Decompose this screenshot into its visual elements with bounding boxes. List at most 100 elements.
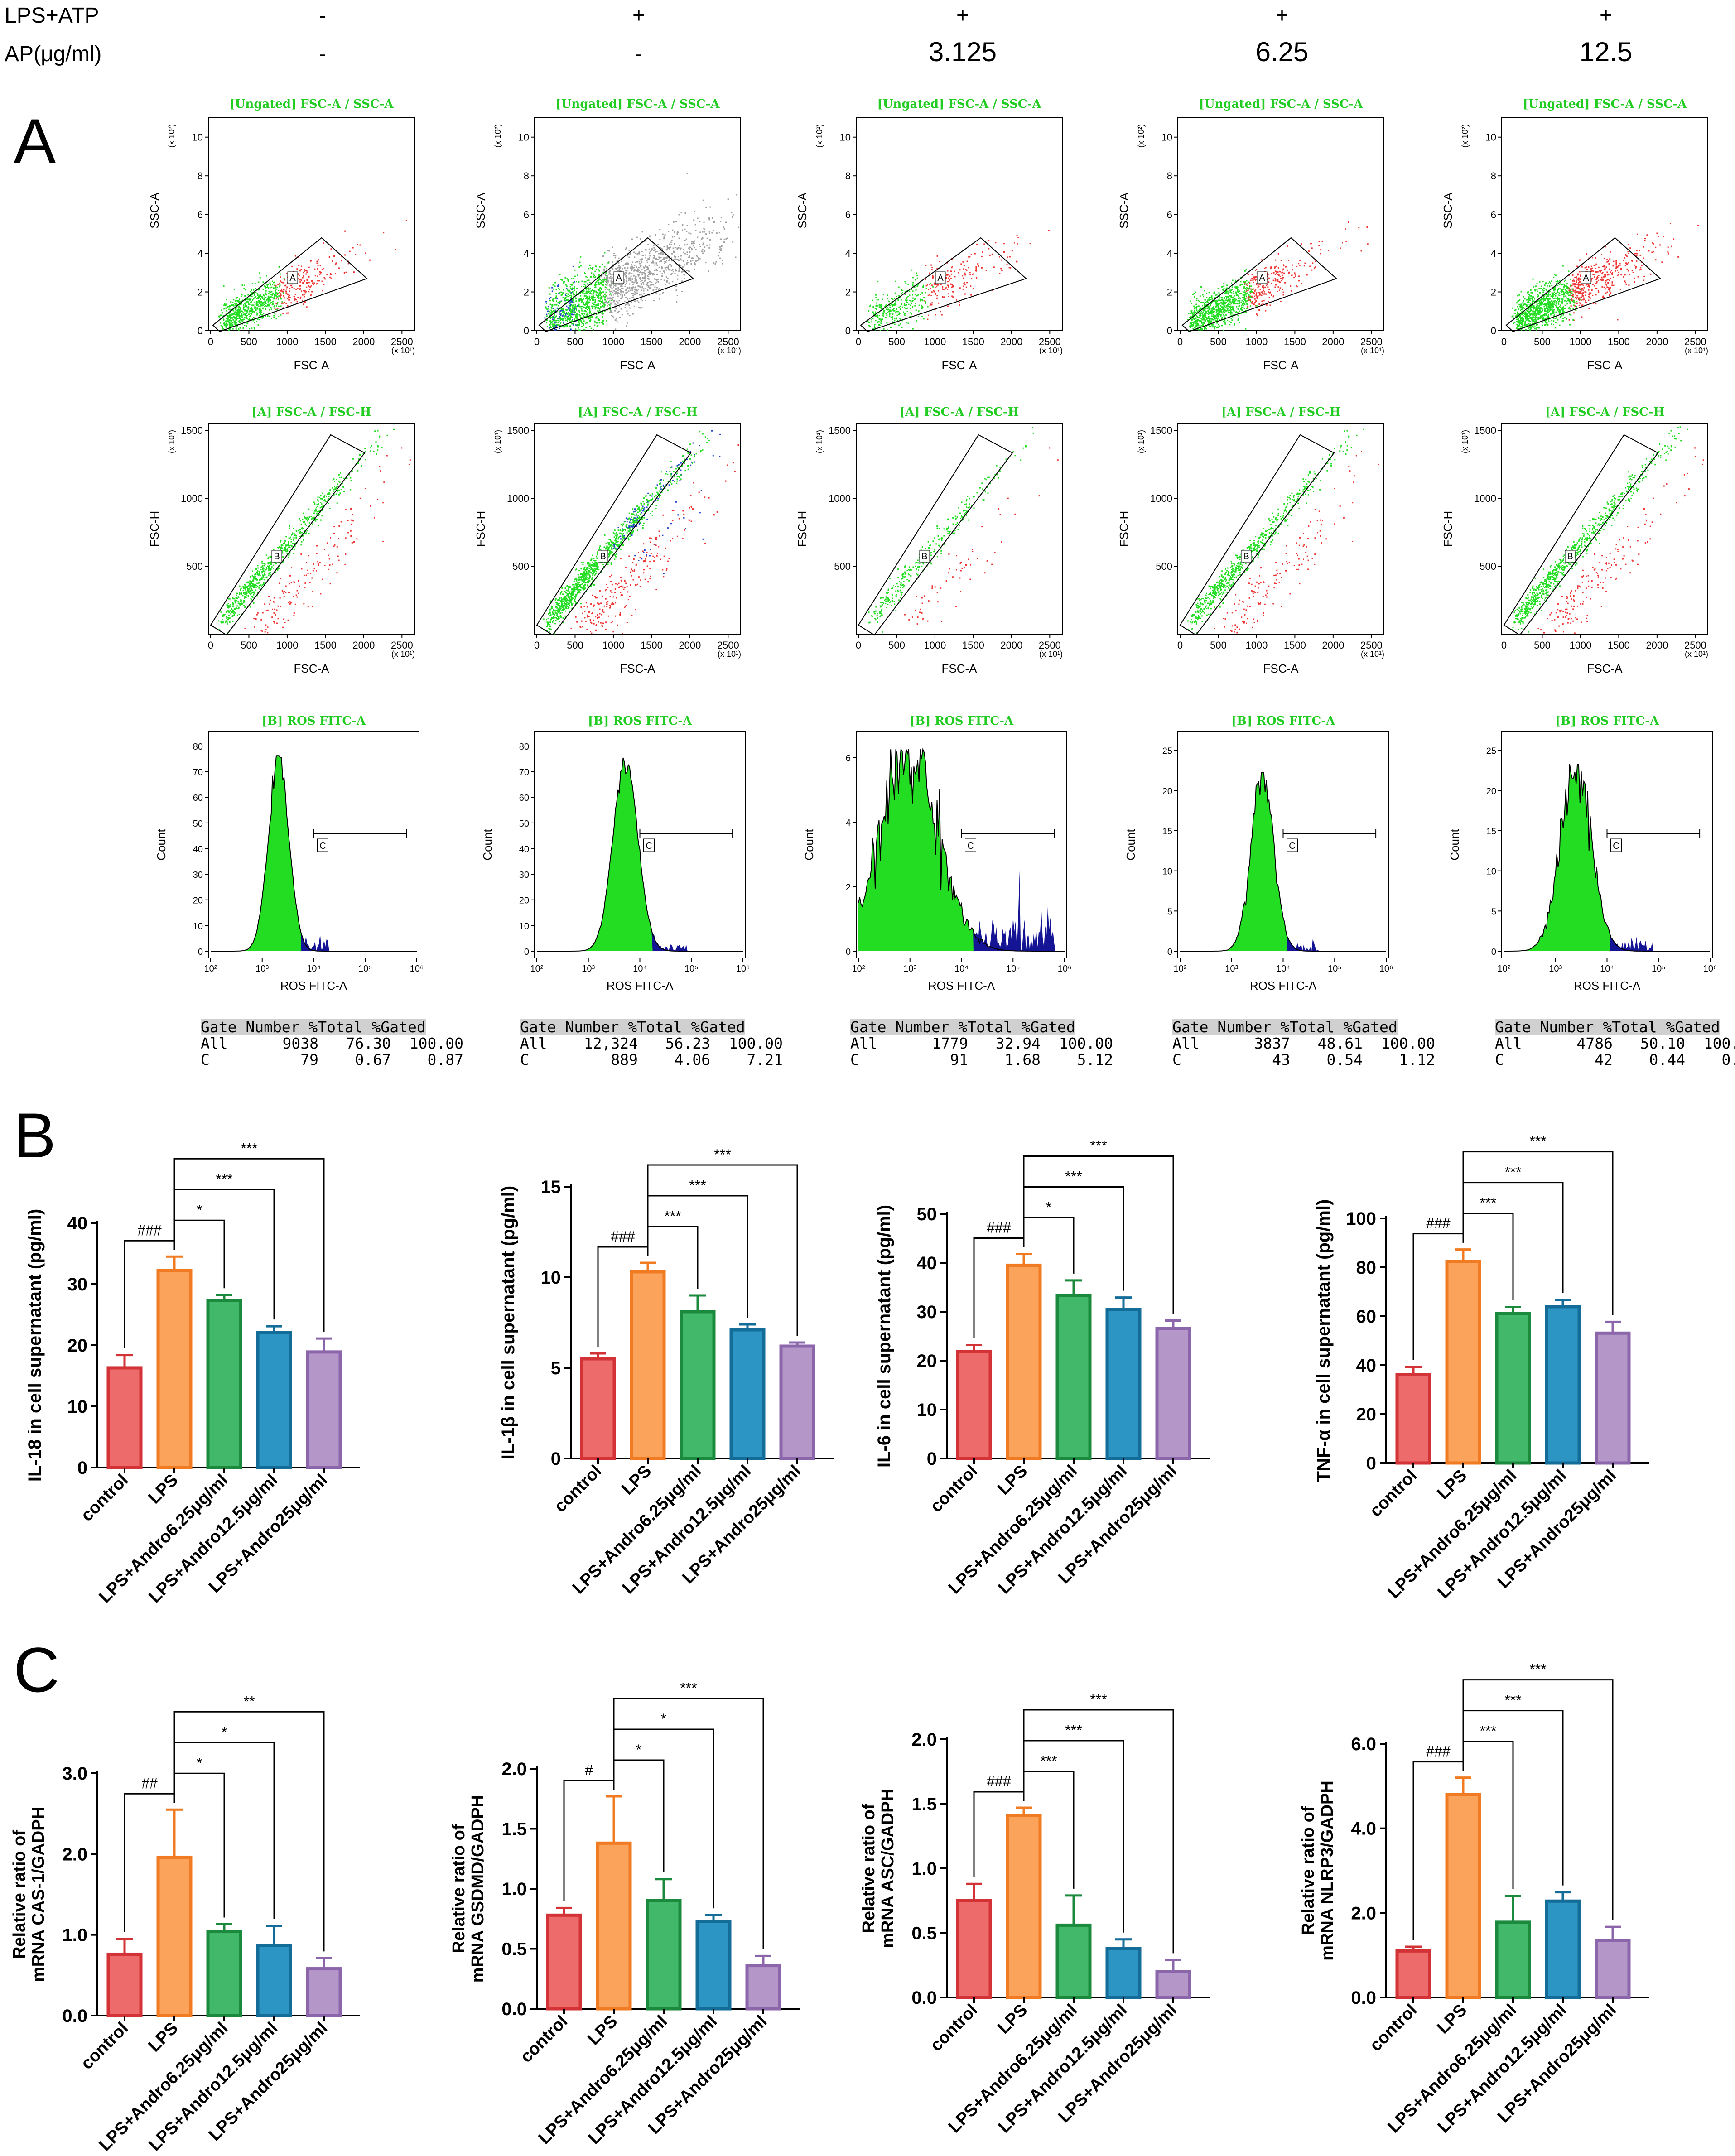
scatter-point: [925, 292, 926, 293]
scatter-point: [666, 249, 667, 250]
scatter-point: [666, 269, 667, 270]
scatter-point: [872, 318, 873, 319]
scatter-point: [1224, 312, 1225, 313]
scatter-point: [591, 306, 592, 307]
scatter-point: [908, 304, 910, 305]
scatter-point: [669, 269, 670, 270]
scatter-point: [697, 218, 699, 219]
scatter-point: [892, 313, 893, 315]
scatter-point: [1017, 243, 1018, 245]
scatter-point: [622, 314, 623, 315]
scatter-point: [576, 298, 577, 299]
scatter-point: [276, 297, 278, 298]
scatter-point: [263, 294, 264, 296]
scatter-point: [1254, 302, 1256, 303]
scatter-point: [560, 319, 561, 321]
scatter-point: [571, 301, 573, 303]
scatter-point: [1221, 286, 1223, 288]
scatter-point: [604, 304, 605, 305]
scatter-point: [263, 313, 264, 314]
scatter-point: [574, 310, 575, 311]
scatter-point: [1269, 292, 1271, 294]
scatter-point: [720, 221, 721, 222]
scatter-point: [305, 292, 306, 293]
scatter-point: [1016, 261, 1017, 262]
scatter-point: [231, 317, 233, 318]
scatter-point: [1299, 265, 1301, 266]
scatter-point: [691, 248, 692, 249]
scatter-point: [565, 277, 566, 279]
scatter-point: [297, 288, 299, 289]
scatter-point: [1245, 328, 1246, 330]
scatter-point: [628, 257, 630, 258]
scatter-point: [595, 276, 596, 278]
scatter-point: [227, 324, 228, 326]
scatter-point: [887, 298, 888, 299]
scatter-point: [230, 301, 231, 303]
scatter-point: [1219, 326, 1220, 327]
scatter-point: [1223, 301, 1224, 302]
scatter-point: [1202, 294, 1204, 295]
scatter-point: [645, 265, 646, 267]
scatter-point: [638, 302, 639, 303]
scatter-point: [1048, 230, 1050, 231]
y-tick-label: 10: [1161, 132, 1172, 143]
scatter-point: [599, 300, 601, 302]
scatter-point: [1211, 297, 1213, 298]
scatter-point: [594, 284, 596, 286]
scatter-point: [1266, 304, 1268, 306]
scatter-point: [264, 304, 265, 305]
scatter-point: [971, 278, 972, 279]
scatter-point: [1195, 321, 1196, 322]
scatter-point: [1231, 319, 1233, 321]
scatter-point: [901, 293, 902, 294]
scatter-point: [312, 282, 313, 284]
scatter-point: [276, 287, 278, 288]
scatter-point: [602, 255, 604, 257]
scatter-point: [599, 266, 601, 268]
scatter-point: [606, 302, 607, 303]
scatter-point: [728, 198, 729, 200]
scatter-point: [306, 270, 308, 271]
scatter-point: [586, 311, 587, 312]
scatter-point: [1231, 283, 1232, 284]
scatter-point: [313, 284, 314, 285]
scatter-point: [918, 294, 919, 296]
scatter-point: [585, 295, 587, 297]
scatter-point: [556, 300, 557, 302]
scatter-point: [563, 283, 564, 284]
scatter-point: [921, 305, 922, 306]
scatter-point: [247, 311, 248, 313]
scatter-point: [631, 297, 633, 298]
scatter-point: [552, 299, 554, 301]
scatter-point: [945, 277, 947, 279]
scatter-point: [1004, 251, 1005, 253]
scatter-point: [1233, 291, 1234, 292]
scatter-point: [633, 282, 635, 283]
scatter-point: [1200, 286, 1202, 288]
scatter-point: [1238, 309, 1239, 310]
scatter-point: [1223, 289, 1224, 291]
scatter-point: [900, 306, 901, 307]
scatter-point: [1194, 293, 1195, 294]
scatter-point: [629, 284, 630, 285]
scatter-point: [638, 307, 640, 308]
scatter-point: [1256, 292, 1257, 294]
scatter-point: [303, 275, 304, 277]
scatter-point: [244, 317, 246, 318]
scatter-point: [629, 278, 631, 279]
scatter-point: [1234, 303, 1235, 304]
scatter-point: [259, 315, 260, 317]
scatter-point: [642, 287, 643, 289]
scatter-point: [284, 297, 285, 298]
scatter-point: [1263, 300, 1265, 301]
scatter-point: [912, 301, 913, 302]
scatter-point: [1196, 308, 1197, 309]
scatter-point: [1216, 312, 1217, 313]
scatter-point: [555, 293, 557, 294]
scatter-point: [585, 293, 587, 294]
scatter-point: [1220, 305, 1221, 307]
scatter-point: [587, 298, 588, 300]
scatter-point: [234, 289, 235, 290]
scatter-point: [636, 261, 637, 263]
